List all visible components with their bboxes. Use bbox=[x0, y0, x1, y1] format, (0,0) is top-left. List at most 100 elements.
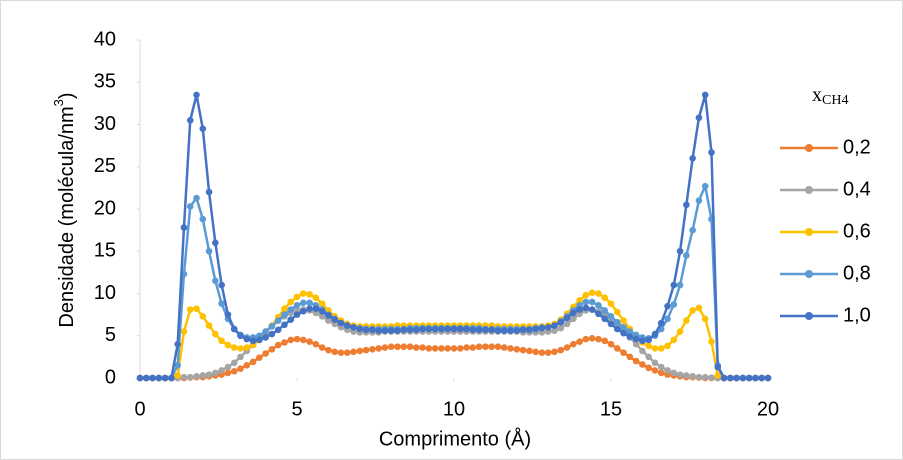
series-marker bbox=[670, 281, 678, 289]
series-marker bbox=[507, 345, 514, 352]
series-marker bbox=[582, 298, 590, 306]
series-marker bbox=[180, 373, 188, 381]
series-marker bbox=[733, 374, 740, 382]
series-marker bbox=[369, 345, 376, 353]
series-marker bbox=[708, 338, 715, 345]
series-marker bbox=[237, 365, 244, 373]
series-marker bbox=[532, 348, 539, 356]
legend-swatch-marker bbox=[805, 270, 813, 278]
x-tick-label: 20 bbox=[757, 398, 779, 420]
series-marker bbox=[695, 197, 703, 204]
series-marker bbox=[193, 194, 200, 202]
series-marker bbox=[538, 324, 546, 332]
series-marker bbox=[683, 201, 690, 209]
series-marker bbox=[262, 328, 269, 335]
series-marker bbox=[657, 363, 665, 371]
series-marker bbox=[664, 302, 671, 310]
series-marker bbox=[651, 345, 659, 352]
x-axis-label: Comprimento (Å) bbox=[379, 427, 531, 450]
series-marker bbox=[325, 346, 332, 354]
series-marker bbox=[387, 327, 395, 334]
y-tick-label: 15 bbox=[94, 240, 116, 262]
series-marker bbox=[224, 363, 232, 371]
series-marker bbox=[695, 373, 703, 381]
series-marker bbox=[557, 318, 565, 326]
series-marker bbox=[212, 277, 219, 285]
series-marker bbox=[419, 344, 426, 351]
series-marker bbox=[406, 343, 414, 351]
y-tick-label: 20 bbox=[94, 197, 116, 219]
series-marker bbox=[431, 325, 439, 333]
series-marker bbox=[563, 344, 571, 351]
series-marker bbox=[331, 348, 338, 356]
series-marker bbox=[381, 327, 389, 334]
series-marker bbox=[343, 349, 351, 356]
series-marker bbox=[595, 290, 602, 297]
series-marker bbox=[607, 300, 615, 307]
series-marker bbox=[469, 344, 477, 351]
y-tick-label: 30 bbox=[94, 113, 116, 135]
legend-title-sub: CH4 bbox=[822, 93, 848, 108]
series-marker bbox=[394, 343, 401, 351]
series-marker bbox=[588, 289, 596, 296]
series-marker bbox=[438, 345, 445, 352]
series-marker bbox=[180, 328, 188, 335]
series-marker bbox=[356, 325, 364, 333]
legend-title-main: x bbox=[812, 84, 822, 106]
series-marker bbox=[237, 353, 244, 361]
series-marker bbox=[230, 344, 238, 351]
x-tick-label: 15 bbox=[600, 398, 622, 420]
legend-swatch-marker bbox=[805, 312, 813, 320]
series-marker bbox=[607, 320, 615, 328]
series-marker bbox=[670, 301, 678, 308]
series-marker bbox=[664, 315, 671, 323]
series-marker bbox=[293, 293, 301, 301]
series-marker bbox=[306, 291, 313, 298]
series-marker bbox=[406, 326, 414, 334]
series-marker bbox=[218, 300, 225, 307]
series-marker bbox=[507, 327, 514, 334]
series-marker bbox=[632, 340, 640, 348]
series-marker bbox=[683, 252, 690, 259]
series-marker bbox=[576, 306, 583, 313]
legend-label: 1,0 bbox=[843, 304, 871, 326]
series-marker bbox=[262, 350, 269, 357]
series-marker bbox=[513, 327, 521, 334]
series-marker bbox=[186, 373, 194, 381]
series-marker bbox=[256, 336, 263, 344]
series-marker bbox=[218, 281, 225, 289]
series-marker bbox=[676, 281, 684, 289]
series-marker bbox=[237, 345, 244, 352]
series-marker bbox=[199, 215, 207, 223]
series-marker bbox=[450, 325, 458, 333]
series-marker bbox=[281, 311, 288, 318]
y-tick-label: 35 bbox=[94, 71, 116, 93]
series-marker bbox=[168, 374, 175, 382]
series-marker bbox=[544, 324, 552, 331]
series-marker bbox=[683, 372, 690, 379]
series-marker bbox=[224, 311, 232, 318]
series-marker bbox=[519, 326, 527, 334]
legend-label: 0,2 bbox=[843, 136, 871, 158]
series-marker bbox=[413, 326, 420, 334]
series-marker bbox=[142, 374, 150, 382]
series-marker bbox=[419, 325, 426, 333]
series-marker bbox=[337, 319, 345, 327]
series-marker bbox=[356, 347, 364, 355]
series-marker bbox=[657, 319, 665, 327]
series-marker bbox=[212, 330, 219, 338]
series-marker bbox=[582, 291, 590, 299]
series-marker bbox=[249, 358, 257, 366]
series-marker bbox=[381, 344, 389, 351]
series-marker bbox=[651, 367, 659, 374]
series-marker bbox=[676, 328, 684, 335]
series-marker bbox=[714, 363, 722, 371]
series-marker bbox=[249, 337, 257, 345]
series-marker bbox=[570, 315, 577, 323]
series-marker bbox=[639, 347, 646, 355]
series-marker bbox=[174, 372, 181, 379]
series-marker bbox=[155, 374, 163, 382]
series-marker bbox=[299, 336, 307, 344]
series-marker bbox=[607, 313, 615, 320]
